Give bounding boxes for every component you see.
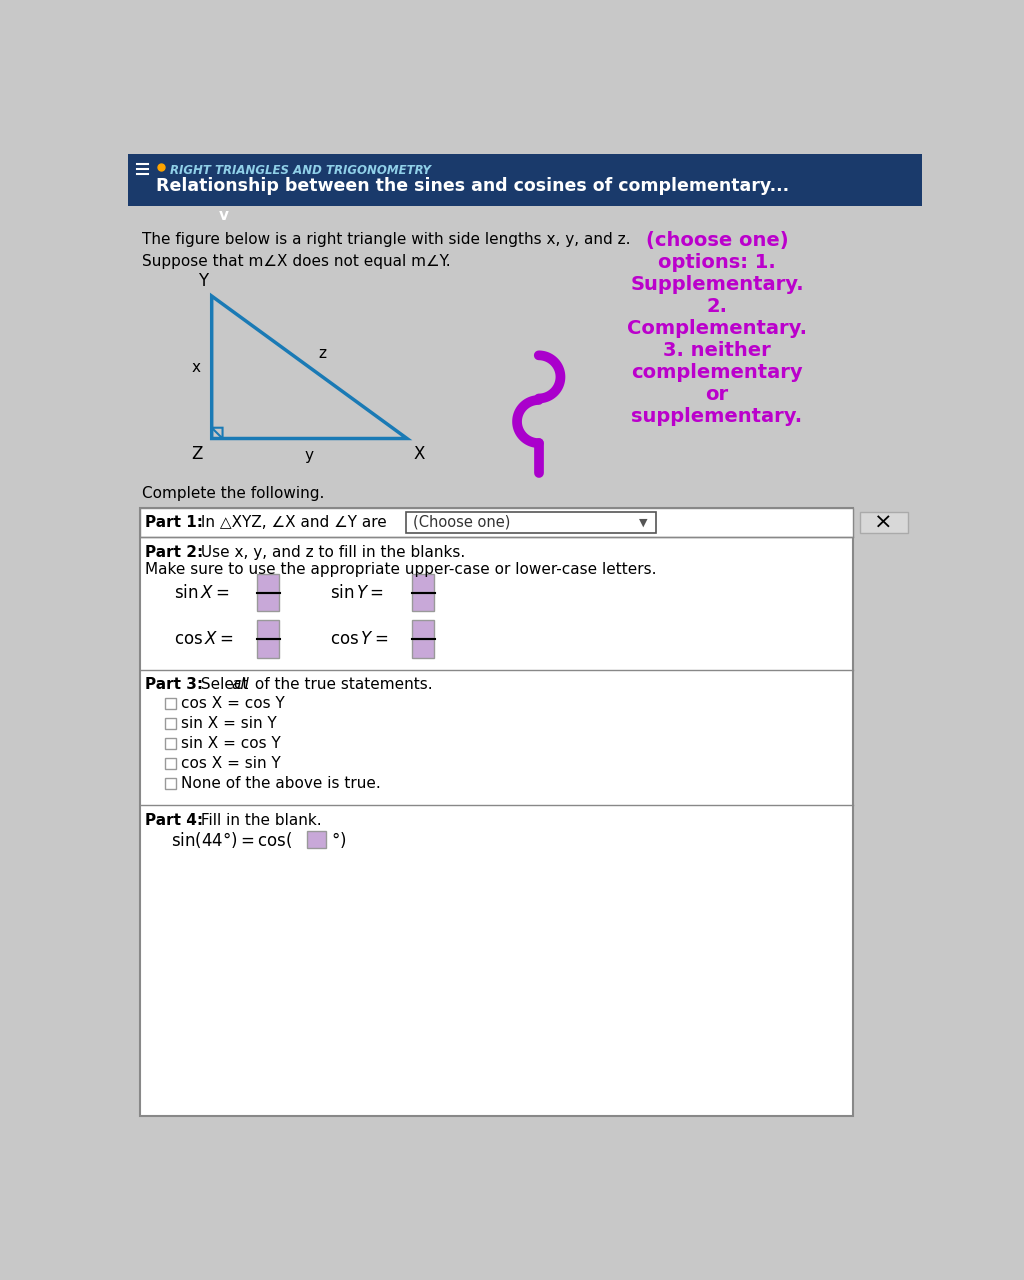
Text: Complete the following.: Complete the following. bbox=[142, 486, 325, 502]
Text: $\sin Y =$: $\sin Y =$ bbox=[330, 584, 384, 602]
Text: y: y bbox=[305, 448, 313, 463]
Text: X: X bbox=[414, 444, 425, 462]
Text: Part 3:: Part 3: bbox=[145, 677, 203, 692]
FancyBboxPatch shape bbox=[257, 639, 280, 658]
Text: sin X = cos Y: sin X = cos Y bbox=[180, 736, 281, 751]
FancyBboxPatch shape bbox=[165, 759, 176, 769]
Text: Part 2:: Part 2: bbox=[145, 545, 204, 559]
FancyBboxPatch shape bbox=[257, 620, 280, 639]
FancyBboxPatch shape bbox=[165, 739, 176, 749]
Text: of the true statements.: of the true statements. bbox=[250, 677, 432, 692]
Text: None of the above is true.: None of the above is true. bbox=[180, 777, 381, 791]
FancyBboxPatch shape bbox=[128, 206, 922, 1139]
FancyBboxPatch shape bbox=[407, 512, 655, 534]
Text: Y: Y bbox=[198, 271, 208, 289]
Text: Suppose that m∠X does not equal m∠Y.: Suppose that m∠X does not equal m∠Y. bbox=[142, 253, 451, 269]
Text: $\cos X =$: $\cos X =$ bbox=[174, 630, 233, 648]
FancyBboxPatch shape bbox=[307, 831, 326, 849]
Text: cos X = sin Y: cos X = sin Y bbox=[180, 756, 281, 772]
Text: Z: Z bbox=[191, 444, 203, 462]
FancyBboxPatch shape bbox=[165, 778, 176, 790]
FancyBboxPatch shape bbox=[413, 593, 434, 612]
Text: v: v bbox=[219, 209, 229, 224]
Text: cos X = cos Y: cos X = cos Y bbox=[180, 696, 285, 712]
Text: (choose one)
options: 1.
Supplementary.
2.
Complementary.
3. neither
complementa: (choose one) options: 1. Supplementary. … bbox=[627, 230, 807, 425]
Text: The figure below is a right triangle with side lengths x, y, and z.: The figure below is a right triangle wit… bbox=[142, 232, 631, 247]
Text: z: z bbox=[318, 346, 327, 361]
FancyBboxPatch shape bbox=[257, 593, 280, 612]
Text: all: all bbox=[231, 677, 250, 692]
Text: $\sin X =$: $\sin X =$ bbox=[174, 584, 229, 602]
FancyBboxPatch shape bbox=[413, 639, 434, 658]
FancyBboxPatch shape bbox=[202, 207, 247, 224]
Text: x: x bbox=[191, 360, 201, 375]
Text: $\cos Y =$: $\cos Y =$ bbox=[330, 630, 388, 648]
FancyBboxPatch shape bbox=[128, 154, 922, 206]
Text: (Choose one): (Choose one) bbox=[414, 515, 511, 530]
FancyBboxPatch shape bbox=[165, 699, 176, 709]
Text: RIGHT TRIANGLES AND TRIGONOMETRY: RIGHT TRIANGLES AND TRIGONOMETRY bbox=[170, 164, 431, 177]
Text: $°)$: $°)$ bbox=[331, 831, 346, 850]
Text: Make sure to use the appropriate upper-case or lower-case letters.: Make sure to use the appropriate upper-c… bbox=[145, 562, 656, 577]
Text: Fill in the blank.: Fill in the blank. bbox=[197, 813, 322, 828]
Text: sin X = sin Y: sin X = sin Y bbox=[180, 717, 276, 731]
Text: Part 4:: Part 4: bbox=[145, 813, 203, 828]
FancyBboxPatch shape bbox=[413, 620, 434, 639]
Text: Relationship between the sines and cosines of complementary...: Relationship between the sines and cosin… bbox=[156, 177, 790, 195]
Text: ▼: ▼ bbox=[639, 517, 647, 527]
FancyBboxPatch shape bbox=[413, 573, 434, 593]
FancyBboxPatch shape bbox=[257, 573, 280, 593]
Text: $\sin(44°) = \cos($: $\sin(44°) = \cos($ bbox=[171, 831, 293, 850]
FancyBboxPatch shape bbox=[139, 508, 853, 538]
Text: Use x, y, and z to fill in the blanks.: Use x, y, and z to fill in the blanks. bbox=[197, 545, 466, 559]
FancyBboxPatch shape bbox=[859, 512, 907, 534]
Text: In △XYZ, ∠X and ∠Y are: In △XYZ, ∠X and ∠Y are bbox=[197, 515, 387, 530]
Text: Part 1:: Part 1: bbox=[145, 515, 203, 530]
FancyBboxPatch shape bbox=[139, 508, 853, 1116]
Text: ×: × bbox=[874, 512, 893, 532]
FancyBboxPatch shape bbox=[165, 718, 176, 730]
Text: Select: Select bbox=[197, 677, 254, 692]
